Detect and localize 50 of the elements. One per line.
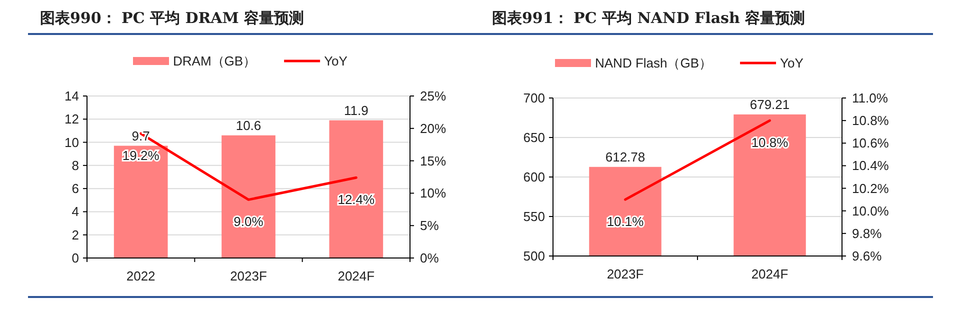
y-tick-label: 6 bbox=[72, 181, 79, 196]
data-label: 612.78 bbox=[605, 149, 646, 164]
y-tick-label: 700 bbox=[523, 90, 545, 106]
y-tick-label: 0 bbox=[72, 250, 79, 266]
y2-tick-label: 20% bbox=[420, 120, 446, 136]
y-tick-label: 500 bbox=[523, 248, 545, 264]
y-tick-label: 2 bbox=[72, 227, 79, 242]
y2-tick-label: 0% bbox=[420, 250, 440, 266]
chart-title: 图表991： PC 平均 NAND Flash 容量预测 bbox=[492, 9, 806, 27]
y2-tick-label: 11.0% bbox=[852, 90, 888, 106]
data-label: 10.1% bbox=[606, 214, 644, 230]
x-tick-label: 2023F bbox=[606, 266, 644, 282]
data-label: 9.0% bbox=[234, 214, 264, 230]
y2-tick-label: 10.4% bbox=[852, 158, 890, 174]
y-tick-label: 650 bbox=[523, 130, 545, 145]
y2-tick-label: 15% bbox=[420, 153, 446, 168]
data-label: 10.8% bbox=[751, 135, 789, 150]
y-tick-label: 8 bbox=[72, 158, 79, 173]
legend-label: YoY bbox=[324, 54, 348, 68]
y2-tick-label: 25% bbox=[420, 88, 446, 104]
y2-tick-label: 10.0% bbox=[852, 203, 890, 218]
y2-tick-label: 10.2% bbox=[852, 180, 890, 196]
data-label: 12.4% bbox=[338, 192, 376, 208]
y2-tick-label: 5% bbox=[420, 218, 440, 234]
x-tick-label: 2024F bbox=[751, 266, 788, 282]
legend-label: NAND Flash（GB） bbox=[595, 56, 712, 70]
legend-label: DRAM（GB） bbox=[173, 54, 256, 68]
y2-tick-label: 9.6% bbox=[852, 248, 882, 264]
y-tick-label: 600 bbox=[523, 170, 545, 184]
data-label: 10.6 bbox=[236, 118, 262, 133]
y2-tick-label: 10.8% bbox=[852, 113, 890, 128]
data-label: 19.2% bbox=[122, 148, 160, 164]
bar bbox=[222, 135, 276, 258]
x-tick-label: 2022 bbox=[126, 268, 156, 284]
y-tick-label: 12 bbox=[64, 112, 79, 127]
y2-tick-label: 10% bbox=[420, 186, 446, 201]
x-tick-label: 2024F bbox=[338, 268, 375, 284]
y-tick-label: 14 bbox=[64, 88, 79, 104]
y2-tick-label: 9.8% bbox=[852, 226, 882, 241]
bar bbox=[114, 146, 168, 258]
legend-label: YoY bbox=[780, 56, 804, 70]
y-tick-label: 10 bbox=[64, 134, 79, 150]
y-tick-label: 550 bbox=[523, 209, 545, 224]
y2-tick-label: 10.6% bbox=[852, 136, 890, 151]
bar bbox=[329, 120, 384, 258]
y-tick-label: 4 bbox=[72, 204, 79, 220]
data-label: 11.9 bbox=[344, 102, 368, 118]
data-label: 679.21 bbox=[750, 96, 790, 112]
chart-title: 图表990： PC 平均 DRAM 容量预测 bbox=[40, 9, 304, 27]
x-tick-label: 2023F bbox=[230, 268, 267, 284]
